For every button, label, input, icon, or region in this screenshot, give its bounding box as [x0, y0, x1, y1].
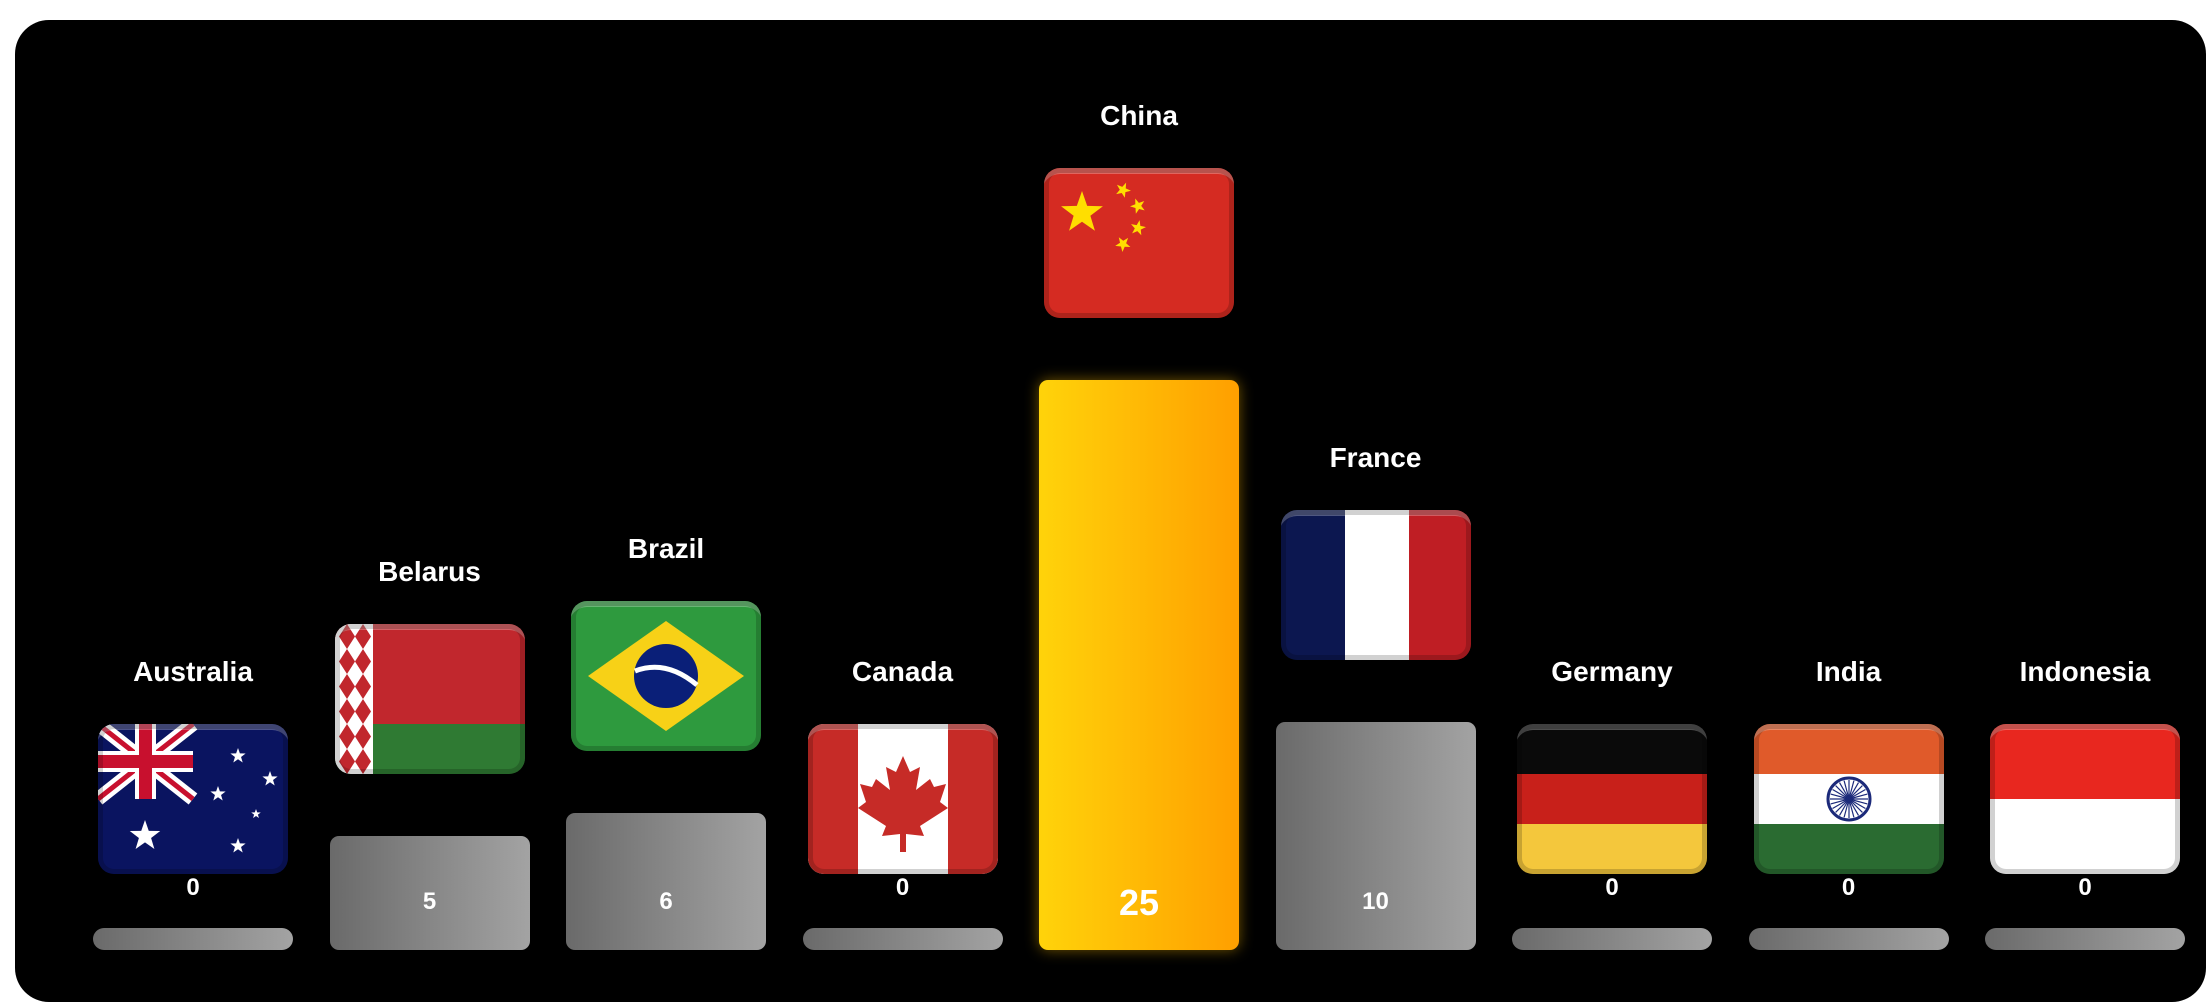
bar-canada [802, 928, 1003, 950]
value-label-france: 10 [1362, 888, 1389, 915]
brazil-flag-icon [571, 601, 761, 752]
value-label-brazil: 6 [659, 888, 673, 915]
value-label-canada: 0 [895, 874, 910, 901]
australia-flag-icon [98, 724, 288, 874]
bar-china [1039, 380, 1239, 950]
category-label-china: China [1100, 100, 1178, 131]
bar-column-australia: 0 Australia [93, 20, 293, 1002]
bar-column-india: 0 India [1748, 20, 1949, 1002]
bar-brazil [566, 813, 766, 950]
category-label-india: India [1815, 656, 1882, 687]
value-label-australia: 0 [186, 874, 200, 901]
bar-column-china: 25 China [1039, 20, 1239, 1002]
bar-column-germany: 0 Germany [1512, 20, 1712, 1002]
bar-australia [93, 928, 293, 950]
category-label-indonesia: Indonesia [2019, 656, 2151, 687]
value-label-indonesia: 0 [2078, 874, 2092, 901]
bar-column-canada: 0 Canada [802, 20, 1003, 1002]
germany-flag-icon [1517, 724, 1707, 874]
bar-france [1275, 722, 1476, 950]
category-label-germany: Germany [1551, 656, 1673, 687]
category-label-canada: Canada [851, 656, 954, 687]
value-label-belarus: 5 [422, 888, 437, 915]
category-label-belarus: Belarus [378, 556, 481, 587]
bar-india [1748, 928, 1949, 950]
canada-flag-icon [807, 724, 998, 874]
bar-column-belarus: 5 Belarus [329, 20, 530, 1002]
value-label-china: 25 [1118, 882, 1160, 923]
france-flag-icon [1280, 510, 1471, 660]
value-label-germany: 0 [1605, 874, 1619, 901]
china-flag-icon [1044, 168, 1234, 318]
value-label-india: 0 [1841, 874, 1856, 901]
category-label-france: France [1329, 442, 1422, 473]
bar-column-france: 10 France [1275, 20, 1476, 1002]
bar-belarus [329, 836, 530, 950]
category-label-australia: Australia [133, 656, 253, 687]
bar-germany [1512, 928, 1712, 950]
bar-column-indonesia: 0 Indonesia [1985, 20, 2185, 1002]
chart-panel: 0 Australia 5 Belarus 6 Brazil 0 Canada 25 China 1… [15, 20, 2206, 1002]
category-label-brazil: Brazil [627, 533, 705, 565]
india-flag-icon [1753, 724, 1944, 874]
indonesia-flag-icon [1990, 724, 2180, 874]
bar-column-brazil: 6 Brazil [566, 20, 766, 1002]
belarus-flag-icon [334, 624, 525, 774]
bar-indonesia [1985, 928, 2185, 950]
